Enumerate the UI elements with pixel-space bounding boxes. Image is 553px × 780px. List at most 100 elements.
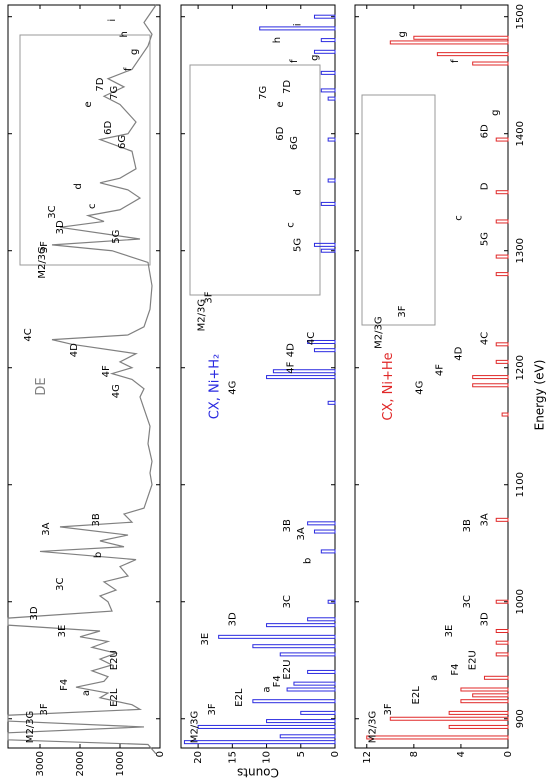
x-tick-label: 1300 (515, 238, 526, 263)
line-bar (183, 740, 336, 745)
peak-label: M2/3G (25, 711, 36, 743)
peak-label: c (87, 204, 98, 210)
peak-label: 5G (111, 230, 122, 244)
line-bar (448, 724, 509, 729)
peak-label: 3A (296, 527, 307, 540)
peak-label: 3B (282, 519, 293, 532)
peak-label: 3E (444, 625, 455, 638)
line-bar (307, 339, 336, 344)
peak-label: E2U (468, 650, 479, 670)
peak-label: 6G (289, 136, 300, 150)
peak-label: 3B (462, 519, 473, 532)
peak-label: g (397, 31, 408, 37)
peak-label: d (292, 189, 303, 195)
line-bar (266, 623, 336, 628)
peak-label: 6D (103, 121, 114, 135)
peak-label: M2/3G (37, 246, 48, 278)
line-bar (472, 375, 509, 380)
line-bar (266, 719, 336, 724)
peak-label: a (262, 686, 273, 692)
peak-label: 6D (479, 124, 490, 138)
line-bar (320, 549, 336, 554)
line-bar (460, 699, 509, 704)
peak-label: 4G (227, 381, 238, 395)
peak-label: M2/3G (197, 299, 208, 331)
peak-label: 4D (454, 346, 465, 360)
peak-label: 3E (200, 633, 211, 646)
line-bar (320, 248, 336, 253)
y-tick-label: 3000 (35, 751, 46, 776)
peak-label: 3A (479, 513, 490, 526)
peak-label: M2/3G (374, 316, 385, 348)
line-bar (293, 681, 336, 686)
peak-label: 3F (39, 241, 50, 253)
y-tick-label: 20 (193, 751, 204, 764)
line-bar (313, 348, 336, 353)
line-bar (252, 644, 336, 649)
peak-label: M2/3G (190, 711, 201, 743)
line-bar (313, 14, 336, 19)
y-tick-label: 12 (362, 751, 373, 764)
line-bar (366, 735, 509, 740)
y-tick-label: 2000 (75, 751, 86, 776)
x-tick-label: 1500 (515, 4, 526, 29)
panel-label: CX, Ni+H₂ (207, 354, 222, 419)
line-bar (327, 178, 336, 183)
line-bar (279, 652, 336, 657)
line-bar (272, 369, 336, 374)
line-bar (313, 49, 336, 54)
line-bar (307, 617, 336, 622)
peak-label: 4C (479, 332, 490, 345)
peak-label: 4D (286, 343, 297, 357)
line-bar (313, 529, 336, 534)
peak-label: a (429, 675, 440, 681)
line-bar (495, 640, 509, 645)
line-bar (327, 137, 336, 142)
peak-label: e (83, 101, 94, 107)
peak-label: 7G (258, 86, 269, 100)
peak-label: 3D (479, 612, 490, 626)
line-bar (472, 61, 509, 66)
peak-label: 4F (101, 365, 112, 377)
peak-label: 3C (462, 595, 473, 608)
y-tick-label: 4 (456, 751, 467, 757)
line-bar (448, 710, 509, 715)
y-tick-label: 8 (409, 751, 420, 757)
line-bar (327, 96, 336, 101)
peak-label: F4 (450, 664, 461, 676)
peak-label: b (303, 558, 314, 564)
line-bar (460, 687, 509, 692)
line-bar (307, 521, 336, 526)
line-bar (327, 599, 336, 604)
peak-label: 3F (203, 291, 214, 303)
peak-label: 4F (435, 364, 446, 376)
line-bar (259, 26, 336, 31)
peak-label: 4D (69, 343, 80, 357)
peak-label: E2L (109, 688, 120, 707)
x-tick-label: 1400 (515, 121, 526, 146)
y-tick-label: 15 (227, 751, 238, 764)
peak-label: 3A (41, 522, 52, 535)
y-axis-label: Counts (237, 766, 279, 780)
line-bar (495, 599, 509, 604)
line-bar (495, 342, 509, 347)
inset-box (189, 64, 321, 296)
x-tick-label: 1200 (515, 355, 526, 380)
line-bar (483, 675, 509, 680)
peak-label: 5G (292, 238, 303, 252)
peak-label: F4 (272, 675, 283, 687)
peak-label: 7D (282, 80, 293, 94)
peak-label: 5G (479, 232, 490, 246)
peak-label: 3C (47, 205, 58, 218)
line-bar (495, 219, 509, 224)
line-bar (320, 201, 336, 206)
peak-label: E2L (411, 686, 422, 705)
line-bar (320, 38, 336, 43)
peak-label: 3C (55, 578, 66, 591)
peak-label: 3F (207, 703, 218, 715)
line-bar (436, 52, 509, 57)
peak-label: E2U (282, 660, 293, 680)
x-axis-label: Energy (eV) (533, 360, 547, 431)
peak-label: 3F (39, 703, 50, 715)
